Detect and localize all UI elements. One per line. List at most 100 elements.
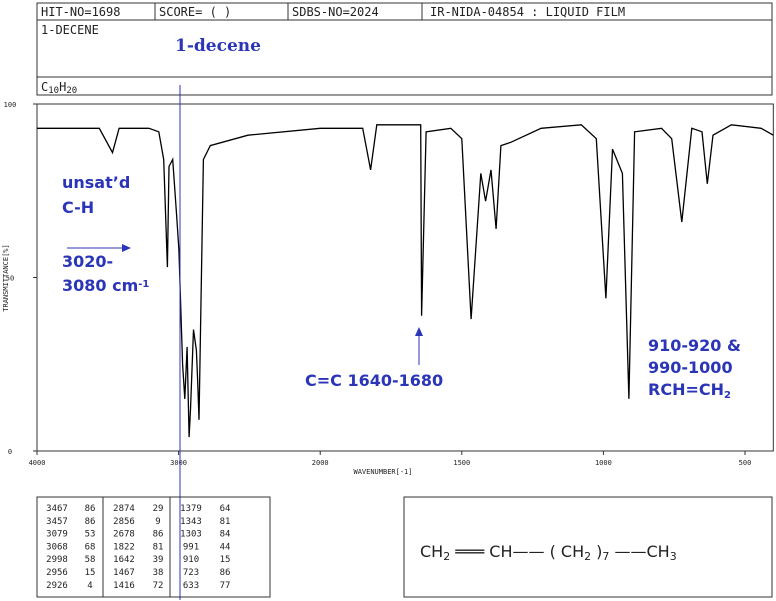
text-part: 2 xyxy=(584,550,591,563)
text-part: 3080 cm xyxy=(62,276,138,295)
table-cell: 64 xyxy=(220,504,231,514)
text-part: 20 xyxy=(66,86,77,96)
table-cell: 53 xyxy=(85,530,96,540)
text-part: ═══ CH—— ( CH xyxy=(450,542,584,561)
x-tick-label: 1000 xyxy=(595,459,612,467)
y-tick-label: 100 xyxy=(4,101,17,109)
text-part: 2 xyxy=(443,550,450,563)
text-part: C-H xyxy=(62,198,94,217)
sdbs-no: SDBS-NO=2024 xyxy=(292,5,379,19)
table-cell: 3068 xyxy=(46,542,68,552)
annotation: 990-1000 xyxy=(648,358,733,377)
table-cell: 72 xyxy=(153,581,164,591)
table-cell: 1642 xyxy=(113,555,135,565)
table-cell: 44 xyxy=(220,542,231,552)
header-box xyxy=(36,2,773,96)
table-cell: 9 xyxy=(155,517,160,527)
table-cell: 2926 xyxy=(46,581,68,591)
annotation: C-H xyxy=(62,198,94,217)
y-tick-label: 0 xyxy=(8,448,12,456)
annotation: 3080 cm-1 xyxy=(62,276,149,295)
table-cell: 1343 xyxy=(180,517,202,527)
table-cell: 4 xyxy=(87,581,92,591)
spectrum-line xyxy=(37,124,774,438)
table-cell: 58 xyxy=(85,555,96,565)
arrow-head xyxy=(415,327,423,336)
text-part: H xyxy=(59,80,66,94)
text-part: C xyxy=(41,80,48,94)
annotation: RCH=CH2 xyxy=(648,380,731,401)
spectrum: 0 50 100 4000 3000 2000 1500 1000 500 WAVENUMBER[… xyxy=(2,101,774,476)
y-tick-label: 50 xyxy=(6,275,14,283)
table-cell: 68 xyxy=(85,542,96,552)
table-cell: 2998 xyxy=(46,555,68,565)
text-part: CH xyxy=(420,542,443,561)
text-part: ) xyxy=(591,542,602,561)
structure-box xyxy=(403,496,773,598)
hit-no: HIT-NO=1698 xyxy=(41,5,120,19)
table-cell: 3467 xyxy=(46,504,68,514)
annotation: 3020- xyxy=(62,252,113,271)
table-cell: 3079 xyxy=(46,530,68,540)
compound-label: 1-decene xyxy=(175,36,261,56)
x-tick-label: 500 xyxy=(739,459,752,467)
annotation: C=C 1640-1680 xyxy=(305,371,443,390)
text-part: 3020- xyxy=(62,252,113,271)
peak-table: 3467 86 2874 29 1379 64 3457 86 2856 9 1343 81 3079 5… xyxy=(46,504,230,591)
x-tick-label: 1500 xyxy=(453,459,470,467)
compound-name: 1-DECENE xyxy=(41,23,99,37)
text-part: unsat’d xyxy=(62,173,130,192)
table-cell: 991 xyxy=(183,542,199,552)
text-part: 3 xyxy=(670,550,677,563)
table-cell: 2874 xyxy=(113,504,135,514)
annotation: 910-920 & xyxy=(648,336,741,355)
peak-table-box xyxy=(36,496,271,598)
text-part: 2 xyxy=(724,390,731,401)
text-part: ——CH xyxy=(609,542,669,561)
table-cell: 1822 xyxy=(113,542,135,552)
text-part: 990-1000 xyxy=(648,358,733,377)
table-cell: 15 xyxy=(85,568,96,578)
table-cell: 84 xyxy=(220,530,231,540)
table-cell: 81 xyxy=(220,517,231,527)
text-part: -1 xyxy=(138,279,149,290)
arrow-head xyxy=(122,244,131,252)
table-cell: 910 xyxy=(183,555,199,565)
table-cell: 29 xyxy=(153,504,164,514)
table-cell: 633 xyxy=(183,581,199,591)
table-cell: 77 xyxy=(220,581,231,591)
table-cell: 86 xyxy=(85,517,96,527)
structure-formula: CH2 ═══ CH—— ( CH2 )7 ——CH3 xyxy=(420,542,677,563)
table-cell: 15 xyxy=(220,555,231,565)
text-part: RCH=CH xyxy=(648,380,724,399)
table-cell: 1303 xyxy=(180,530,202,540)
score: SCORE= ( ) xyxy=(159,5,231,19)
table-cell: 2956 xyxy=(46,568,68,578)
table-cell: 81 xyxy=(153,542,164,552)
table-cell: 1416 xyxy=(113,581,135,591)
table-cell: 38 xyxy=(153,568,164,578)
text-part: 910-920 & xyxy=(648,336,741,355)
table-cell: 39 xyxy=(153,555,164,565)
table-cell: 1467 xyxy=(113,568,135,578)
text-part: 10 xyxy=(48,86,59,96)
table-cell: 3457 xyxy=(46,517,68,527)
table-cell: 723 xyxy=(183,568,199,578)
table-cell: 2678 xyxy=(113,530,135,540)
text-part: C=C 1640-1680 xyxy=(305,371,443,390)
annotation: unsat’d xyxy=(62,173,130,192)
x-tick-label: 3000 xyxy=(170,459,187,467)
x-axis-label: WAVENUMBER[-1] xyxy=(353,468,412,476)
text-part: 7 xyxy=(602,550,609,563)
table-cell: 86 xyxy=(85,504,96,514)
table-cell: 1379 xyxy=(180,504,202,514)
x-tick-label: 4000 xyxy=(29,459,46,467)
x-tick-label: 2000 xyxy=(312,459,329,467)
table-cell: 86 xyxy=(153,530,164,540)
table-cell: 86 xyxy=(220,568,231,578)
table-cell: 2856 xyxy=(113,517,135,527)
method: IR-NIDA-04854 : LIQUID FILM xyxy=(430,5,625,19)
y-axis-label: TRANSMITTANCE[%] xyxy=(2,244,10,311)
formula: C10H20 xyxy=(41,80,77,96)
